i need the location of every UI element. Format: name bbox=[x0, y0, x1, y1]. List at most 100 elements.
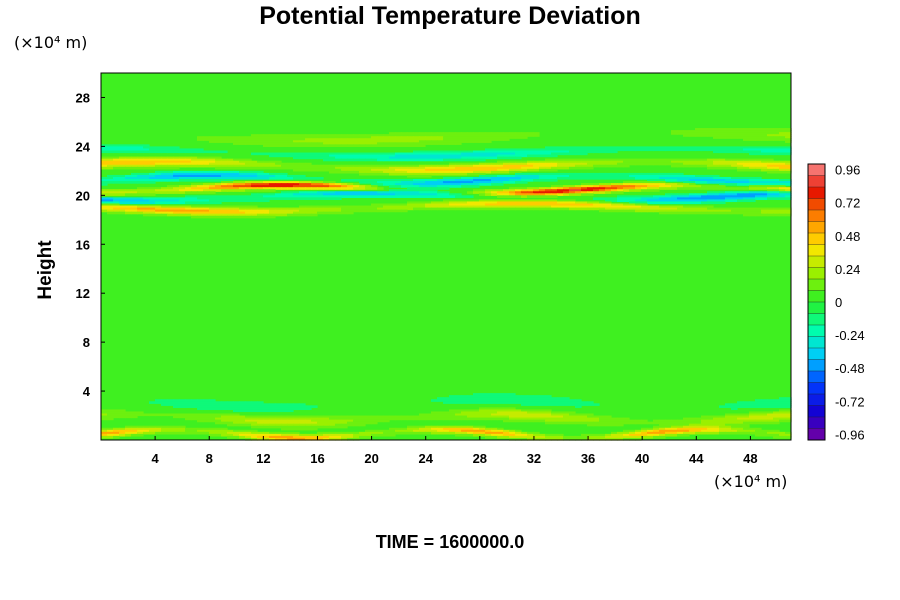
heatmap-cell bbox=[323, 423, 330, 427]
heatmap-cell bbox=[185, 207, 192, 211]
heatmap-cell bbox=[137, 411, 144, 415]
heatmap-cell bbox=[779, 160, 786, 164]
heatmap-cell bbox=[221, 183, 228, 186]
heatmap-cell bbox=[467, 170, 474, 174]
heatmap-cell bbox=[761, 417, 768, 421]
heatmap-cell bbox=[179, 150, 186, 154]
heatmap-cell bbox=[761, 132, 768, 135]
heatmap-cell bbox=[173, 213, 180, 217]
heatmap-cell bbox=[353, 138, 360, 141]
heatmap-cell bbox=[215, 187, 222, 190]
heatmap-cell bbox=[221, 174, 228, 178]
heatmap-cell bbox=[731, 132, 738, 135]
heatmap-cell bbox=[473, 207, 480, 211]
heatmap-cell bbox=[125, 211, 132, 215]
heatmap-cell bbox=[479, 134, 486, 137]
heatmap-cell bbox=[383, 172, 390, 176]
heatmap-cell bbox=[287, 174, 294, 178]
heatmap-cell bbox=[185, 429, 192, 433]
heatmap-cell bbox=[197, 405, 204, 408]
heatmap-cell bbox=[755, 176, 762, 180]
heatmap-cell bbox=[257, 136, 264, 139]
heatmap-cell bbox=[515, 431, 522, 435]
heatmap-cell bbox=[503, 164, 510, 168]
heatmap-cell bbox=[167, 209, 174, 213]
heatmap-field bbox=[101, 73, 792, 441]
heatmap-cell bbox=[485, 205, 492, 209]
heatmap-cell bbox=[419, 166, 426, 170]
heatmap-cell bbox=[761, 415, 768, 419]
heatmap-cell bbox=[665, 205, 672, 209]
heatmap-cell bbox=[323, 166, 330, 170]
heatmap-cell bbox=[629, 433, 636, 437]
heatmap-cell bbox=[557, 399, 564, 402]
heatmap-cell bbox=[323, 134, 330, 137]
heatmap-cell bbox=[713, 174, 720, 178]
heatmap-cell bbox=[521, 413, 528, 417]
heatmap-cell bbox=[317, 168, 324, 172]
heatmap-cell bbox=[299, 425, 306, 429]
heatmap-cell bbox=[467, 411, 474, 415]
heatmap-cell bbox=[143, 191, 150, 194]
heatmap-cell bbox=[275, 431, 282, 435]
heatmap-cell bbox=[359, 431, 366, 435]
heatmap-cell bbox=[521, 187, 528, 190]
heatmap-cell bbox=[227, 181, 234, 184]
heatmap-cell bbox=[365, 419, 372, 423]
heatmap-cell bbox=[575, 158, 582, 162]
heatmap-cell bbox=[611, 197, 618, 201]
heatmap-cell bbox=[179, 164, 186, 168]
heatmap-cell bbox=[227, 215, 234, 219]
heatmap-cell bbox=[515, 419, 522, 423]
heatmap-cell bbox=[665, 207, 672, 211]
heatmap-cell bbox=[383, 152, 390, 156]
heatmap-cell bbox=[539, 193, 546, 196]
heatmap-cell bbox=[221, 181, 228, 184]
heatmap-cell bbox=[773, 417, 780, 421]
heatmap-cell bbox=[755, 421, 762, 425]
colorbar-segment bbox=[807, 416, 826, 430]
heatmap-cell bbox=[155, 427, 162, 431]
heatmap-cell bbox=[731, 209, 738, 213]
heatmap-cell bbox=[737, 132, 744, 135]
heatmap-cell bbox=[521, 411, 528, 415]
heatmap-cell bbox=[305, 195, 312, 198]
heatmap-cell bbox=[611, 189, 618, 192]
heatmap-cell bbox=[449, 395, 456, 398]
heatmap-cell bbox=[305, 209, 312, 213]
heatmap-cell bbox=[749, 209, 756, 213]
heatmap-cell bbox=[737, 207, 744, 211]
heatmap-cell bbox=[191, 197, 198, 201]
heatmap-cell bbox=[497, 397, 504, 400]
heatmap-cell bbox=[623, 187, 630, 190]
heatmap-cell bbox=[191, 183, 198, 186]
heatmap-cell bbox=[653, 158, 660, 162]
heatmap-cell bbox=[419, 207, 426, 211]
heatmap-cell bbox=[347, 164, 354, 168]
heatmap-cell bbox=[695, 195, 702, 198]
heatmap-cell bbox=[515, 409, 522, 413]
heatmap-cell bbox=[215, 179, 222, 182]
heatmap-cell bbox=[629, 437, 636, 441]
heatmap-cell bbox=[755, 429, 762, 433]
heatmap-cell bbox=[251, 435, 258, 439]
heatmap-cell bbox=[635, 201, 642, 205]
heatmap-cell bbox=[407, 138, 414, 141]
heatmap-cell bbox=[671, 179, 678, 182]
heatmap-cell bbox=[683, 158, 690, 162]
heatmap-cell bbox=[515, 195, 522, 198]
heatmap-cell bbox=[581, 164, 588, 168]
heatmap-cell bbox=[551, 176, 558, 180]
heatmap-cell bbox=[443, 176, 450, 180]
heatmap-cell bbox=[281, 174, 288, 178]
heatmap-cell bbox=[275, 193, 282, 196]
heatmap-cell bbox=[251, 183, 258, 186]
heatmap-cell bbox=[473, 168, 480, 172]
heatmap-cell bbox=[335, 209, 342, 213]
heatmap-cell bbox=[539, 203, 546, 207]
heatmap-cell bbox=[443, 399, 450, 402]
heatmap-cell bbox=[197, 162, 204, 166]
heatmap-cell bbox=[299, 142, 306, 145]
heatmap-cell bbox=[533, 164, 540, 168]
heatmap-cell bbox=[491, 397, 498, 400]
